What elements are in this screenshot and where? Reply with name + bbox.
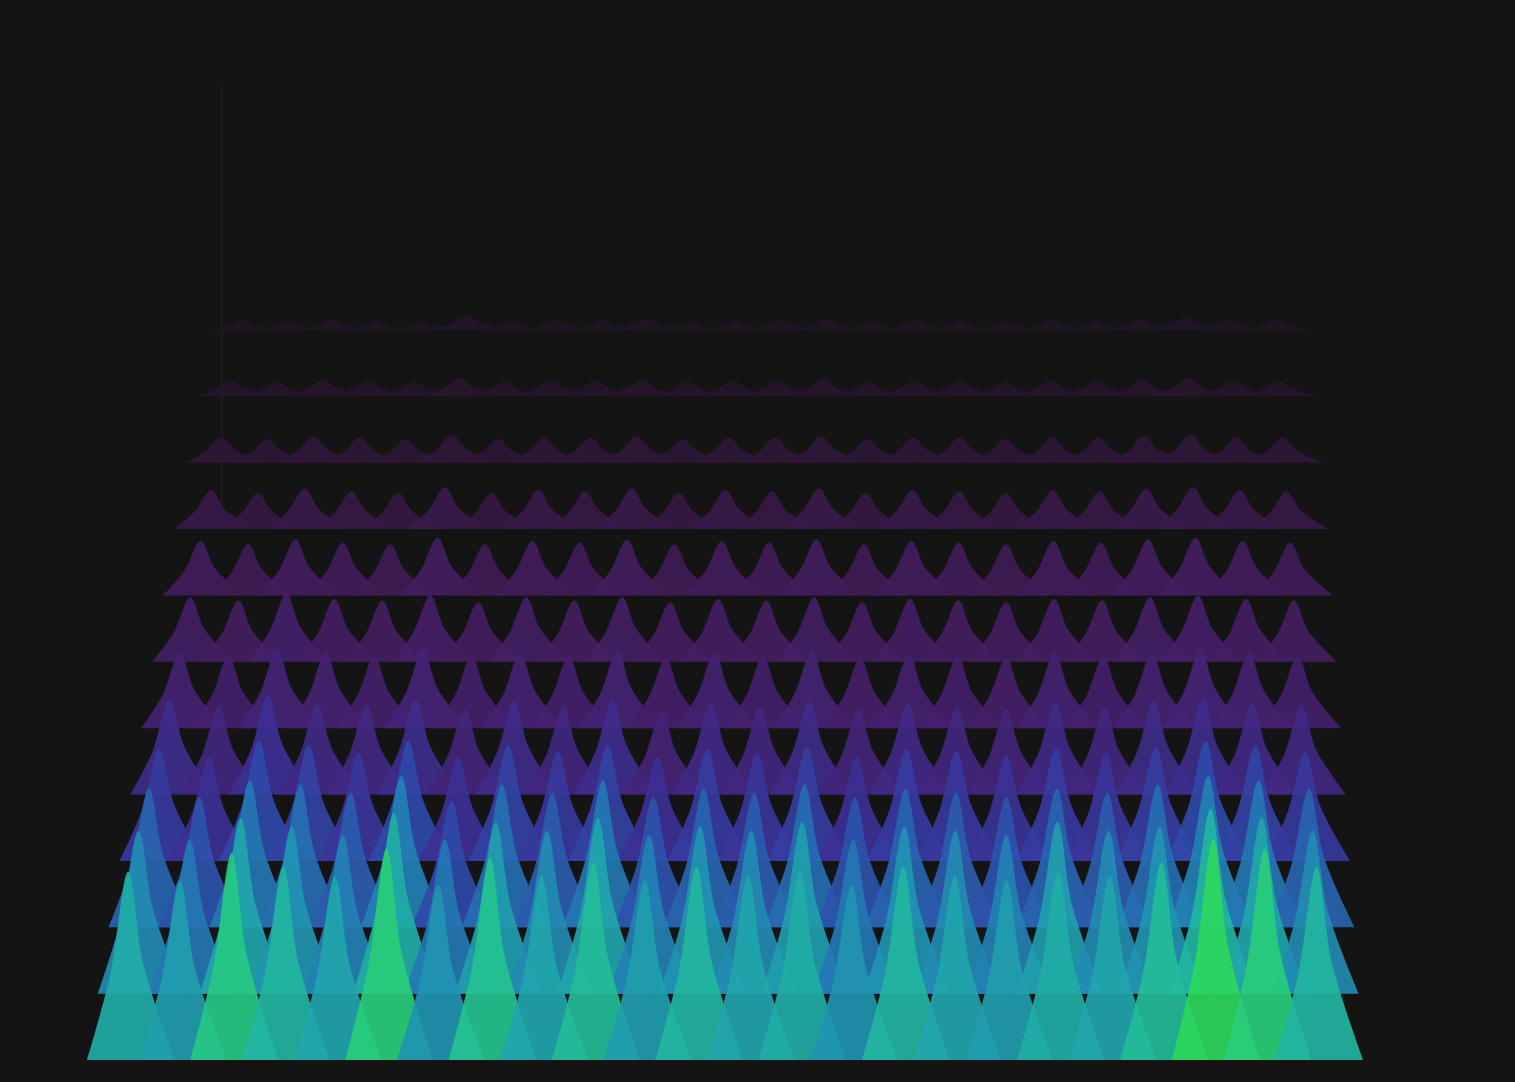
chart-root [0,0,1515,1082]
surface-row [195,378,1320,396]
surface-row [174,487,1329,529]
surface-spike [1252,543,1333,596]
surface-row [87,839,1363,1060]
surface-row [152,594,1337,662]
surface-row [206,316,1315,330]
surface-spike [1243,381,1320,397]
surface-spike [1246,438,1324,463]
surface-spike [1256,601,1338,662]
surface-row [185,435,1325,463]
background [0,0,1515,1082]
surface-spike [1249,492,1328,530]
surface-row [163,538,1333,596]
surface [87,316,1363,1060]
surface-spike [1275,867,1363,1060]
surface-spike [1239,320,1315,330]
